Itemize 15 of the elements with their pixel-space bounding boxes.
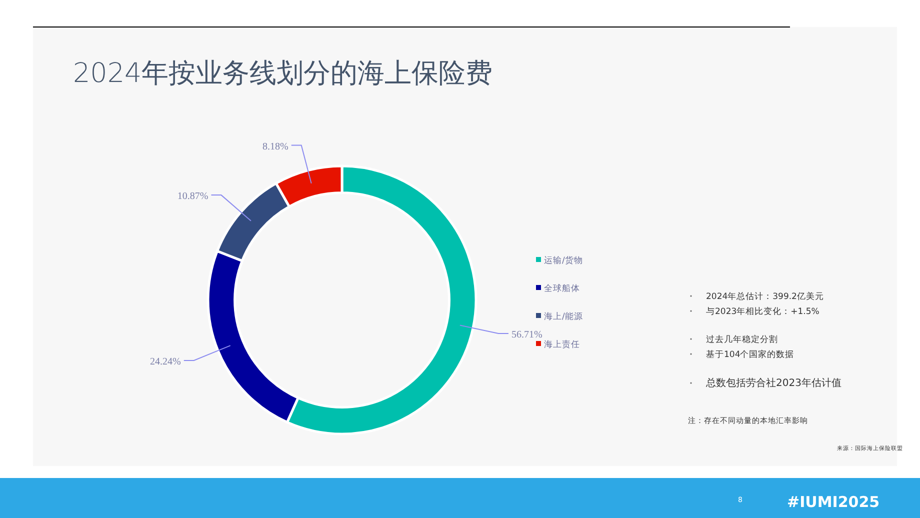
text: 过去几年稳定分割 [706, 334, 778, 345]
legend-label: 全球船体 [544, 283, 580, 294]
data-label: 8.18% [262, 141, 288, 152]
text: #IUMI2025 [787, 493, 880, 511]
data-label: 56.71% [511, 329, 542, 340]
legend-label: 运输/货物 [544, 255, 583, 266]
text: 基于104个国家的数据 [706, 349, 794, 360]
legend-label: 海上/能源 [544, 311, 583, 322]
legend-label: 海上责任 [544, 339, 580, 350]
text: 总数包括劳合社2023年估计值 [705, 377, 842, 389]
text: 2024年总估计：399.2亿美元 [706, 291, 824, 302]
data-label: 10.87% [177, 191, 208, 202]
data-label: 24.24% [150, 356, 181, 368]
text: 与2023年相比变化：+1.5% [706, 306, 820, 317]
chart-title: 2024年按业务线划分的海上保险费 [73, 58, 493, 89]
